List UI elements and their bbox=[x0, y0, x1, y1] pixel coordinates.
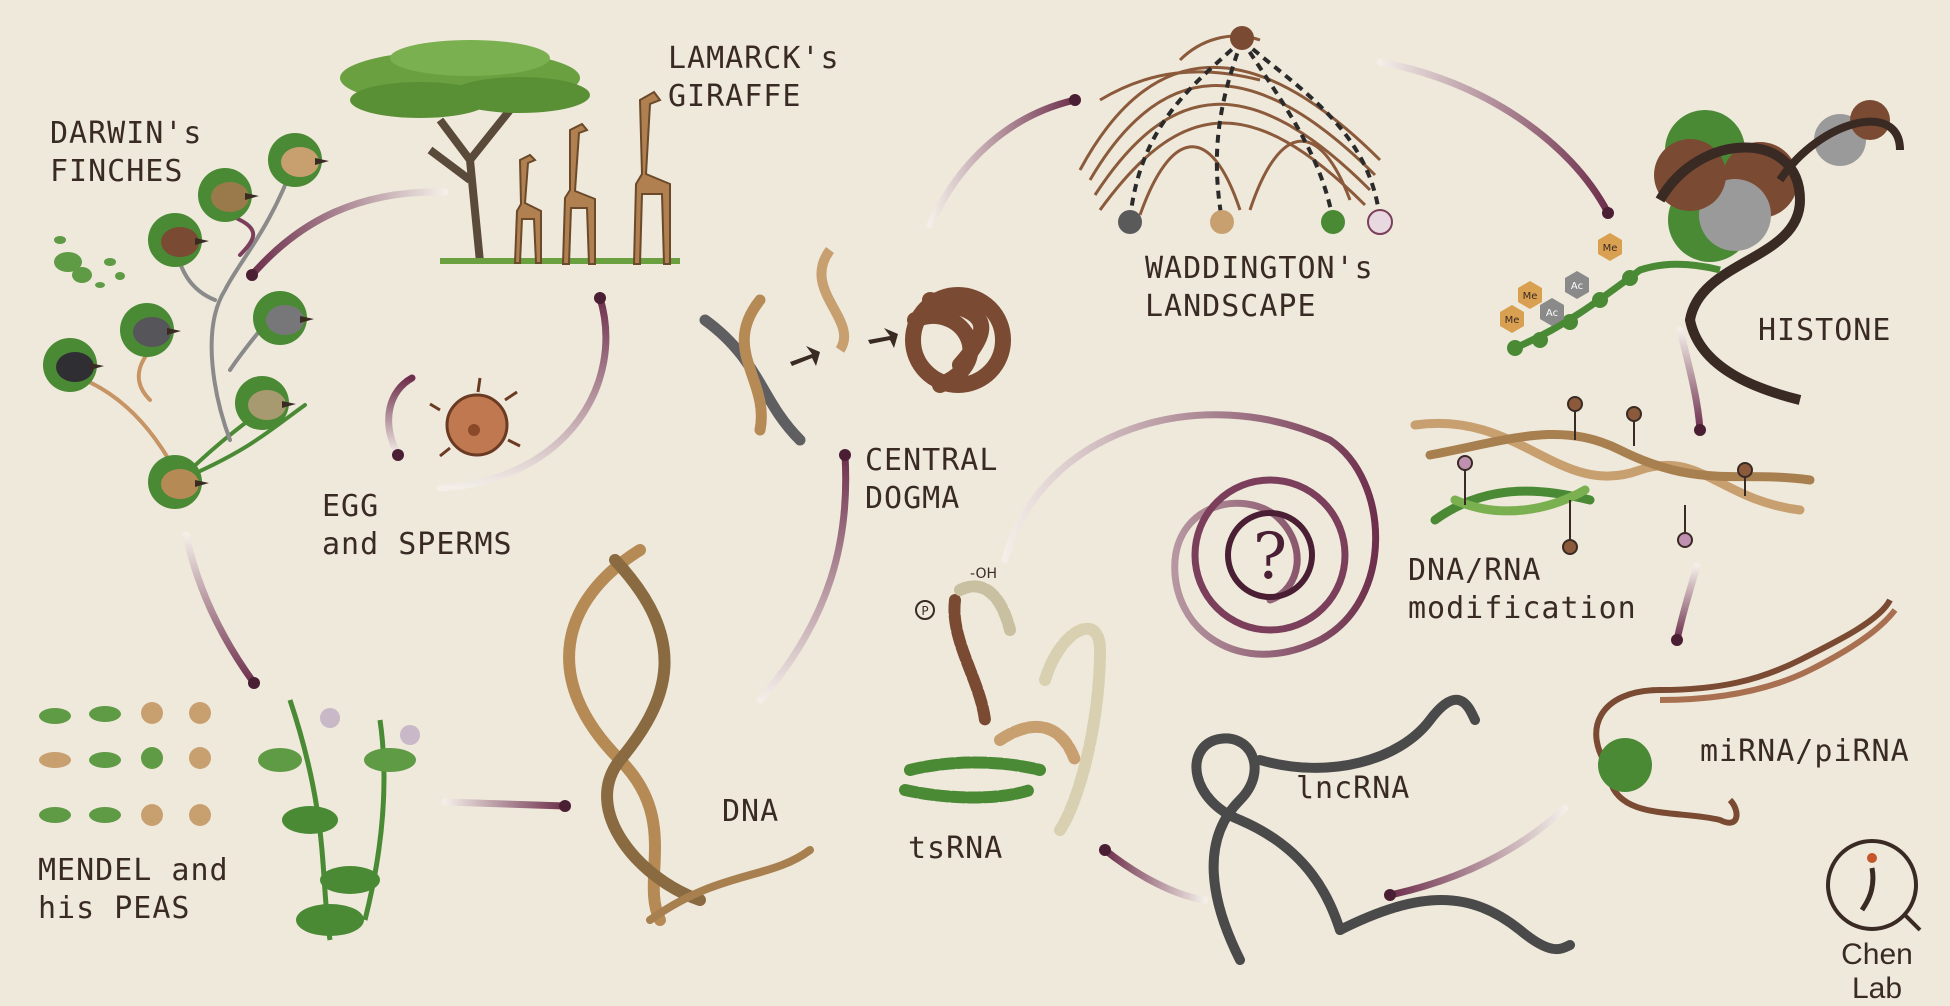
arrow-lamarck-egg bbox=[436, 294, 610, 492]
argonaute-icon bbox=[1598, 738, 1652, 792]
svg-text:Ac: Ac bbox=[1546, 308, 1558, 319]
methyl-marks bbox=[1457, 396, 1753, 555]
pea-plant-icon bbox=[258, 699, 420, 941]
finch-icon bbox=[235, 376, 296, 430]
pea-grid bbox=[39, 702, 211, 826]
arrow-mendel-dna bbox=[441, 798, 569, 810]
finch-icon bbox=[120, 303, 181, 357]
finch-icon bbox=[148, 213, 209, 267]
nucleosome-icon bbox=[1654, 100, 1904, 405]
finch-icon bbox=[253, 291, 314, 345]
galapagos-islands-icon bbox=[54, 236, 125, 288]
question-mark-icon: ? bbox=[1253, 520, 1287, 594]
methyl-badge: Me bbox=[1500, 305, 1524, 333]
cell-fate-paths bbox=[1128, 38, 1382, 221]
finch-icon bbox=[268, 133, 329, 187]
finch-icons bbox=[43, 133, 329, 509]
arrow-waddington-histone bbox=[1376, 58, 1612, 217]
mrna-icon bbox=[816, 247, 850, 353]
lncrna-icon bbox=[1191, 694, 1575, 965]
label-central-dogma: CENTRAL DOGMA bbox=[865, 443, 999, 516]
svg-text:-OH: -OH bbox=[970, 566, 997, 582]
center-spiral bbox=[1001, 411, 1380, 658]
finch-icon bbox=[198, 168, 259, 222]
label-histone: HISTONE bbox=[1758, 313, 1892, 348]
epigenetics-diagram: Me Ac Me Ac Me bbox=[38, 26, 1942, 1005]
brand: Chen Lab bbox=[1822, 838, 1942, 1005]
protein-icon bbox=[905, 287, 1011, 393]
label-lamarck: LAMARCK's GIRAFFE bbox=[668, 41, 840, 114]
modification-badges: Me Ac Me Ac Me bbox=[1500, 233, 1622, 333]
ball-icon bbox=[1367, 209, 1393, 235]
svg-text:Ac: Ac bbox=[1571, 281, 1583, 292]
mirna-icon bbox=[1593, 598, 1898, 826]
ball-icon bbox=[1230, 26, 1254, 50]
landscape-icon bbox=[1078, 34, 1382, 216]
label-dna: DNA bbox=[722, 794, 780, 829]
arrow-egg-inner bbox=[385, 374, 416, 459]
svg-text:P: P bbox=[921, 604, 928, 618]
svg-text:Me: Me bbox=[1603, 243, 1618, 254]
label-mirna: miRNA/piRNA bbox=[1700, 734, 1910, 769]
methyl-badge: Me bbox=[1518, 281, 1542, 309]
label-dna-rna-mod: DNA/RNA modification bbox=[1408, 553, 1637, 626]
egg-cell-icon bbox=[429, 377, 521, 458]
finch-icon bbox=[43, 338, 104, 392]
acetyl-badge: Ac bbox=[1540, 298, 1564, 326]
arrow-mirna-lncrna bbox=[1386, 804, 1569, 899]
label-egg: EGG and SPERMS bbox=[322, 489, 513, 562]
arrow-lncrna-tsrna bbox=[1101, 846, 1209, 904]
arrow-mod-mirna bbox=[1673, 562, 1701, 644]
acetyl-badge: Ac bbox=[1565, 271, 1589, 299]
arrow-dna-dogma bbox=[756, 451, 850, 704]
giraffe-icon bbox=[513, 90, 671, 265]
arrow-dogma-waddington bbox=[926, 96, 1079, 229]
diagram-canvas: Me Ac Me Ac Me bbox=[39, 26, 1922, 965]
trna-phosphate: P -OH bbox=[915, 566, 997, 620]
arrow-histone-mod bbox=[1676, 326, 1704, 434]
label-darwin: DARWIN's FINCHES bbox=[50, 116, 203, 189]
dna-double-helix-icon bbox=[563, 544, 814, 926]
label-lncrna: lncRNA bbox=[1296, 771, 1411, 806]
finch-icon bbox=[148, 455, 209, 509]
svg-text:Me: Me bbox=[1523, 291, 1538, 302]
ball-icon bbox=[1118, 210, 1142, 234]
chen-lab-logo bbox=[1826, 839, 1922, 932]
connector-arrows bbox=[182, 58, 1706, 904]
arrow-darwin-mendel bbox=[182, 531, 258, 687]
modified-dna-icon bbox=[1410, 418, 1815, 525]
label-waddington: WADDINGTON's LANDSCAPE bbox=[1145, 251, 1374, 324]
brand-name: Chen Lab bbox=[1841, 938, 1913, 1005]
arrow-darwin-lamarck bbox=[248, 188, 449, 279]
methyl-badge: Me bbox=[1598, 233, 1622, 261]
ball-icon bbox=[1321, 210, 1345, 234]
arrow-icons bbox=[790, 328, 898, 366]
dna-helix-icon bbox=[699, 294, 806, 446]
label-tsrna: tsRNA bbox=[908, 831, 1004, 866]
ball-icon bbox=[1210, 210, 1234, 234]
trna-icon bbox=[899, 580, 1107, 836]
svg-text:Me: Me bbox=[1505, 315, 1520, 326]
label-mendel: MENDEL and his PEAS bbox=[38, 853, 229, 926]
acacia-tree-icon bbox=[340, 40, 680, 264]
histone-tail bbox=[1507, 260, 1721, 356]
